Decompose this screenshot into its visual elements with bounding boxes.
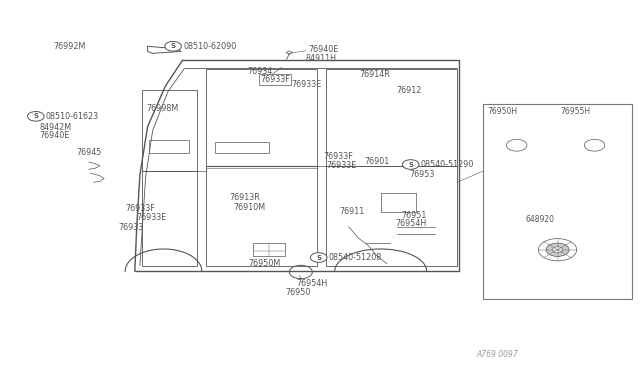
Bar: [206, 166, 317, 266]
Text: 08540-51208: 08540-51208: [328, 253, 381, 262]
Text: A769 0097: A769 0097: [476, 350, 518, 359]
Text: 76933F: 76933F: [125, 204, 155, 213]
Text: 76998M: 76998M: [147, 104, 179, 113]
Text: 08510-62090: 08510-62090: [183, 42, 237, 51]
Circle shape: [310, 253, 327, 262]
Text: 76933E: 76933E: [326, 161, 356, 170]
Text: S: S: [171, 43, 175, 49]
Text: 648920: 648920: [525, 215, 555, 224]
Text: 84911H: 84911H: [306, 54, 337, 63]
Circle shape: [28, 112, 44, 121]
Text: 76933: 76933: [119, 223, 144, 232]
Text: 76933E: 76933E: [291, 80, 321, 89]
Text: 76945: 76945: [76, 148, 101, 157]
Text: 76950: 76950: [285, 288, 310, 297]
Bar: [483, 105, 632, 299]
Bar: [143, 171, 197, 266]
Text: 76954H: 76954H: [296, 279, 328, 288]
Text: 08510-61623: 08510-61623: [45, 112, 99, 121]
Text: 76934: 76934: [247, 67, 273, 76]
Bar: [326, 166, 458, 266]
Text: 76953: 76953: [410, 170, 435, 179]
Circle shape: [165, 41, 181, 51]
Text: S: S: [316, 254, 321, 260]
Text: 76912: 76912: [397, 86, 422, 95]
Text: S: S: [408, 161, 413, 167]
Text: 76955H: 76955H: [560, 108, 590, 116]
Text: 76951: 76951: [402, 211, 427, 220]
Text: 76950H: 76950H: [487, 108, 518, 116]
Text: 76913R: 76913R: [229, 193, 260, 202]
Bar: [206, 69, 317, 166]
Text: 76914R: 76914R: [360, 70, 390, 79]
Bar: [326, 69, 458, 166]
Text: 76992M: 76992M: [53, 42, 85, 51]
Text: 76911: 76911: [339, 207, 364, 216]
Text: 76901: 76901: [365, 157, 390, 166]
Text: 84942M: 84942M: [39, 123, 71, 132]
Text: 76933F: 76933F: [323, 152, 353, 161]
Text: 76933F: 76933F: [260, 75, 290, 84]
Bar: [253, 243, 285, 256]
Text: 76954H: 76954H: [396, 219, 427, 228]
Text: 76950M: 76950M: [248, 259, 281, 268]
Circle shape: [403, 160, 419, 169]
Text: 08540-51290: 08540-51290: [420, 160, 474, 169]
Circle shape: [552, 247, 563, 253]
Bar: [214, 141, 269, 153]
Bar: [149, 140, 189, 153]
Circle shape: [546, 243, 569, 256]
Bar: [143, 90, 197, 171]
Text: 76910M: 76910M: [234, 203, 266, 212]
Text: 76933E: 76933E: [137, 213, 167, 222]
Text: S: S: [33, 113, 38, 119]
Text: 76940E: 76940E: [39, 131, 69, 141]
Text: 76940E: 76940E: [308, 45, 339, 54]
